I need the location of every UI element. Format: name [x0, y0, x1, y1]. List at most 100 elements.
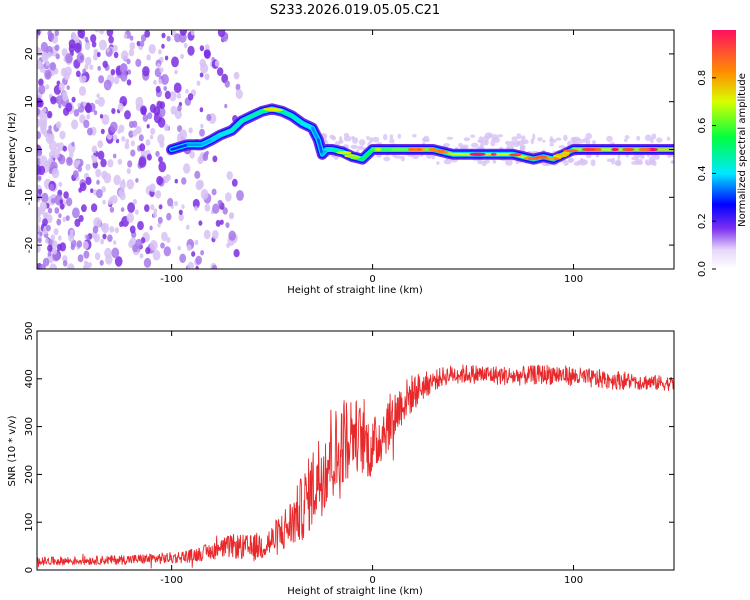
halo-blob	[360, 145, 364, 151]
noise-blob	[156, 175, 164, 186]
noise-blob	[199, 128, 205, 137]
noise-blob	[233, 249, 240, 258]
noise-blob	[113, 240, 117, 245]
noise-blob	[48, 150, 55, 159]
noise-blob	[85, 103, 92, 114]
noise-blob	[74, 42, 82, 54]
noise-blob	[99, 39, 107, 51]
noise-blob	[113, 44, 118, 52]
noise-blob	[174, 178, 178, 184]
noise-blob	[58, 103, 62, 109]
noise-blob	[102, 199, 106, 205]
halo-blob	[389, 134, 394, 140]
noise-blob	[77, 102, 81, 108]
noise-blob	[126, 58, 131, 65]
noise-blob	[78, 86, 87, 96]
noise-blob	[49, 183, 55, 191]
ridge-core	[218, 129, 234, 137]
halo-blob	[505, 140, 511, 145]
halo-blob	[431, 155, 435, 160]
halo-blob	[549, 138, 557, 143]
noise-blob	[37, 149, 43, 157]
noise-blob	[45, 133, 54, 145]
noise-blob	[37, 223, 41, 233]
snr-ytick-label: 200	[24, 465, 35, 484]
noise-blob	[138, 156, 147, 168]
noise-blob	[71, 96, 76, 103]
snr-axes: -100 0 100 0 100 200 300 400 500	[24, 321, 674, 586]
noise-blob	[149, 183, 156, 193]
noise-blob	[72, 170, 79, 179]
noise-blob	[128, 48, 135, 57]
halo-blob	[366, 135, 370, 141]
noise-blob	[93, 217, 102, 229]
noise-blob	[152, 212, 158, 218]
noise-blob	[200, 188, 209, 200]
ridge-hotspot	[527, 157, 537, 161]
noise-blob	[39, 155, 48, 166]
noise-blob	[129, 35, 134, 41]
noise-blob	[211, 264, 218, 269]
noise-blob	[195, 265, 199, 269]
noise-blob	[81, 204, 87, 213]
halo-blob	[530, 138, 534, 145]
noise-blob	[37, 214, 41, 224]
snr-ytick-label: 300	[24, 417, 35, 436]
noise-blob	[107, 234, 113, 242]
noise-blob	[149, 225, 153, 231]
halo-blob	[389, 138, 395, 144]
noise-blob	[157, 222, 161, 228]
halo-blob	[666, 136, 671, 141]
spectrogram-xlabel: Height of straight line (km)	[287, 285, 423, 296]
halo-blob	[492, 159, 497, 164]
noise-blob	[69, 229, 74, 235]
noise-blob	[52, 148, 61, 160]
halo-blob	[519, 144, 526, 151]
noise-blob	[92, 53, 98, 61]
noise-blob	[99, 114, 104, 119]
noise-blob	[186, 244, 192, 251]
noise-blob	[153, 106, 161, 116]
noise-blob	[183, 163, 191, 174]
ridge-hotspot	[509, 153, 522, 157]
noise-blob	[43, 212, 49, 219]
noise-blob	[37, 245, 40, 253]
noise-blob	[126, 179, 135, 190]
noise-blob	[190, 30, 195, 36]
halo-blob	[615, 159, 622, 167]
noise-blob	[212, 230, 219, 240]
halo-blob	[471, 142, 479, 148]
noise-blob	[82, 68, 87, 74]
noise-blob	[38, 165, 46, 176]
noise-blob	[159, 141, 165, 148]
noise-blob	[195, 255, 202, 265]
halo-blob	[443, 159, 452, 165]
spectrogram-heatmap	[37, 30, 674, 269]
noise-blob	[49, 62, 56, 71]
noise-blob	[187, 93, 194, 101]
noise-blob	[78, 215, 84, 222]
noise-blob	[49, 263, 58, 269]
noise-blob	[68, 151, 74, 159]
noise-blob	[71, 119, 79, 130]
noise-blob	[50, 234, 56, 241]
snr-xtick-label: 0	[369, 575, 375, 586]
noise-blob	[204, 151, 208, 158]
noise-blob	[117, 158, 123, 165]
noise-blob	[75, 70, 81, 78]
noise-blob	[158, 78, 163, 85]
noise-blob	[76, 159, 81, 165]
noise-blob	[76, 52, 85, 64]
noise-blob	[47, 110, 53, 119]
noise-blob	[111, 108, 116, 114]
halo-blob	[582, 159, 588, 165]
halo-blob	[645, 161, 652, 166]
noise-blob	[93, 233, 101, 243]
noise-blob	[72, 207, 80, 219]
halo-blob	[412, 134, 417, 138]
noise-blob	[89, 64, 94, 71]
noise-blob	[98, 30, 105, 35]
noise-blob	[97, 150, 105, 160]
noise-blob	[178, 209, 183, 215]
noise-blob	[189, 151, 195, 159]
